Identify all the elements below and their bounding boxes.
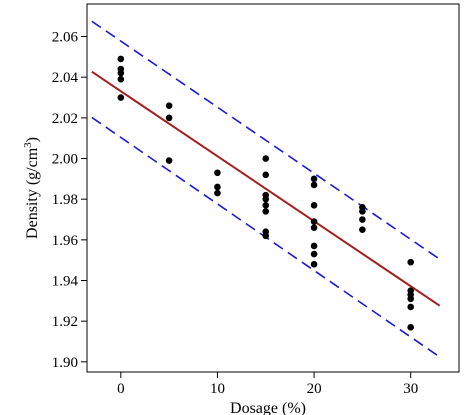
data-point [310,242,318,250]
x-tick-label: 0 [117,381,125,397]
data-point [407,323,414,331]
plot-area-frame [86,3,460,373]
x-axis-title: Dosage (%) [230,400,306,415]
data-point [165,102,173,109]
data-point [165,157,173,164]
fit-line-group [91,70,441,307]
data-point [117,55,125,63]
data-point [310,181,318,189]
data-point [262,232,270,240]
y-tick-label: 1.96 [52,233,79,249]
data-point [117,75,125,83]
data-point [407,303,414,311]
axis-ticks: 1.90 1.92 1.94 1.96 1.98 2.00 2.02 2.04 2.06 0 10 2… [52,30,418,397]
data-point [310,201,318,209]
data-point [407,295,414,303]
y-axis-title-main: Density (g/cm [24,147,41,239]
data-point [310,260,318,268]
x-tick-label: 10 [210,381,225,397]
y-tick-label: 1.94 [52,274,79,290]
y-tick-label: 2.06 [52,30,79,46]
data-points [117,55,414,331]
y-axis-title-close: ) [24,137,41,142]
y-axis-title: Density (g/cm3) [22,137,41,239]
data-point [165,114,173,122]
data-point [310,175,318,183]
x-tick-label: 30 [403,381,418,397]
data-point [214,183,221,191]
data-point [310,218,318,225]
fit-line [91,70,441,307]
y-tick-label: 2.02 [52,111,78,127]
data-point [262,208,270,215]
data-point [359,208,366,215]
data-point [117,94,125,101]
y-tick-label: 2.00 [52,152,78,168]
data-point [214,189,221,197]
data-point [262,201,270,209]
upper-band [91,20,441,260]
y-tick-label: 2.04 [52,70,79,86]
data-point [359,216,366,223]
data-point [262,195,270,203]
x-tick-label: 20 [307,381,322,397]
data-point [262,155,270,162]
y-tick-label: 1.92 [52,314,78,330]
data-point [262,171,270,179]
data-point [407,258,414,266]
y-tick-label: 1.90 [52,355,78,371]
data-point [310,224,318,231]
data-point [310,250,318,258]
y-tick-label: 1.98 [52,192,78,208]
data-point [214,169,221,177]
data-point [117,69,125,77]
data-point [359,226,366,233]
y-axis-title-superscript: 3 [22,142,34,148]
